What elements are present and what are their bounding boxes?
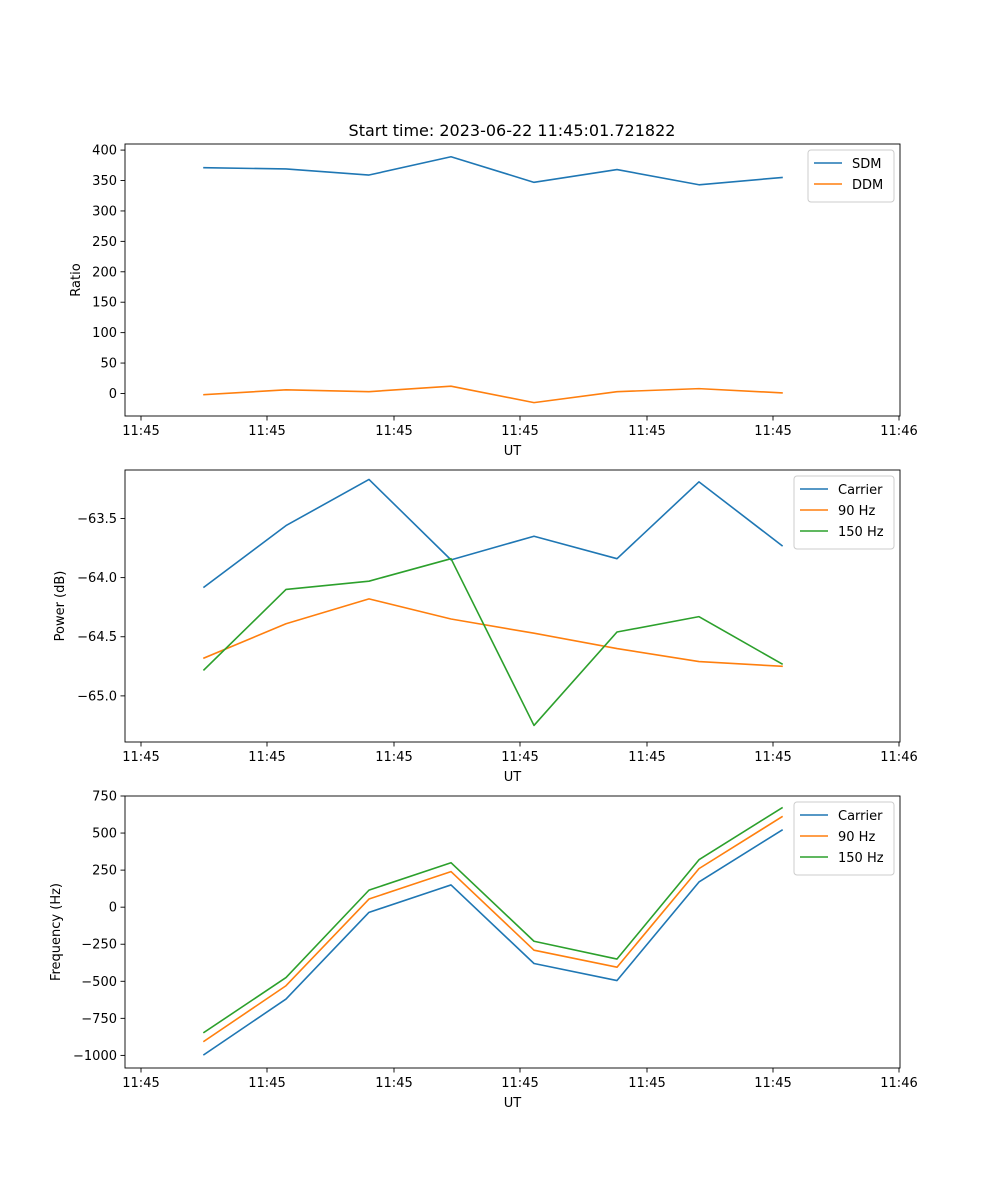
y-tick-label: −250 bbox=[81, 938, 117, 953]
y-tick-label: −500 bbox=[81, 975, 117, 990]
series-line-ddm bbox=[203, 385, 783, 404]
x-tick-label: 11:45 bbox=[628, 424, 665, 439]
x-tick-label: 11:45 bbox=[122, 750, 159, 765]
x-tick-label: 11:45 bbox=[248, 1076, 285, 1091]
y-tick-label: 250 bbox=[92, 235, 117, 250]
x-tick-label: 11:46 bbox=[880, 1076, 917, 1091]
axes-frame bbox=[124, 143, 901, 417]
legend: Carrier 90 Hz 150 Hz bbox=[793, 801, 895, 876]
y-axis-label: Ratio bbox=[69, 263, 84, 296]
x-tick-label: 11:45 bbox=[122, 1076, 159, 1091]
y-axis-label: Frequency (Hz) bbox=[49, 883, 64, 981]
y-tick-label: −64.0 bbox=[77, 571, 117, 586]
chart-title: Start time: 2023-06-22 11:45:01.721822 bbox=[349, 121, 676, 140]
x-tick-label: 11:45 bbox=[754, 424, 791, 439]
y-tick-label: 50 bbox=[100, 357, 117, 372]
x-tick-label: 11:45 bbox=[501, 424, 538, 439]
legend-entry: 90 Hz bbox=[838, 504, 875, 519]
x-axis-label: UT bbox=[504, 444, 522, 459]
x-axis-label: UT bbox=[504, 770, 522, 785]
axes-frame bbox=[124, 469, 901, 743]
y-tick-label: 100 bbox=[92, 326, 117, 341]
panel-3: 11:45 11:45 11:45 11:45 11:45 11:45 11:46 UT −10… bbox=[49, 790, 918, 1112]
legend-entry: DDM bbox=[852, 178, 883, 193]
y-tick-label: 250 bbox=[92, 864, 117, 879]
x-axis-label: UT bbox=[504, 1096, 522, 1111]
x-tick-label: 11:45 bbox=[375, 424, 412, 439]
legend-entry: Carrier bbox=[838, 483, 883, 498]
series-line-carrier bbox=[202, 828, 784, 1056]
legend: SDM DDM bbox=[807, 149, 895, 203]
y-tick-label: 750 bbox=[92, 790, 117, 805]
x-tick-label: 11:46 bbox=[880, 750, 917, 765]
panels: 11:45 11:45 11:45 11:45 11:45 11:45 11:46 UT 0 50… bbox=[49, 143, 918, 1112]
legend-entry: SDM bbox=[852, 157, 881, 172]
x-tick-label: 11:45 bbox=[754, 750, 791, 765]
y-axis-label: Power (dB) bbox=[53, 571, 68, 642]
x-tick-label: 11:45 bbox=[628, 750, 665, 765]
x-tick-label: 11:45 bbox=[501, 750, 538, 765]
series-line-150-hz bbox=[202, 557, 784, 727]
y-tick-label: 150 bbox=[92, 296, 117, 311]
x-tick-label: 11:45 bbox=[754, 1076, 791, 1091]
legend-entry: 150 Hz bbox=[838, 851, 884, 866]
y-tick-label: 300 bbox=[92, 204, 117, 219]
y-tick-label: 350 bbox=[92, 174, 117, 189]
axes-frame bbox=[124, 795, 901, 1069]
series-line-90-hz bbox=[202, 815, 784, 1043]
x-tick-label: 11:45 bbox=[248, 750, 285, 765]
y-tick-label: 0 bbox=[109, 901, 117, 916]
y-tick-label: −1000 bbox=[73, 1049, 117, 1064]
y-tick-label: 400 bbox=[92, 144, 117, 159]
panel-1: 11:45 11:45 11:45 11:45 11:45 11:45 11:46 UT 0 50… bbox=[69, 143, 918, 459]
x-tick-label: 11:46 bbox=[880, 424, 917, 439]
series-line-90-hz bbox=[202, 598, 783, 668]
y-tick-label: 0 bbox=[109, 387, 117, 402]
series-line-150-hz bbox=[202, 806, 784, 1034]
legend-entry: 90 Hz bbox=[838, 830, 875, 845]
series-line-sdm bbox=[203, 155, 783, 186]
x-tick-label: 11:45 bbox=[248, 424, 285, 439]
x-tick-label: 11:45 bbox=[501, 1076, 538, 1091]
legend-entry: Carrier bbox=[838, 809, 883, 824]
y-tick-label: −64.5 bbox=[77, 630, 117, 645]
y-tick-label: 200 bbox=[92, 265, 117, 280]
y-tick-label: −750 bbox=[81, 1012, 117, 1027]
y-tick-label: −63.5 bbox=[77, 512, 117, 527]
x-tick-label: 11:45 bbox=[122, 424, 159, 439]
x-tick-label: 11:45 bbox=[628, 1076, 665, 1091]
x-tick-label: 11:45 bbox=[375, 1076, 412, 1091]
legend-entry: 150 Hz bbox=[838, 525, 884, 540]
series-line-carrier bbox=[202, 478, 784, 589]
x-tick-label: 11:45 bbox=[375, 750, 412, 765]
y-tick-label: 500 bbox=[92, 827, 117, 842]
legend: Carrier 90 Hz 150 Hz bbox=[793, 475, 895, 550]
y-tick-label: −65.0 bbox=[77, 689, 117, 704]
panel-2: 11:45 11:45 11:45 11:45 11:45 11:45 11:46 UT −65… bbox=[53, 469, 918, 785]
